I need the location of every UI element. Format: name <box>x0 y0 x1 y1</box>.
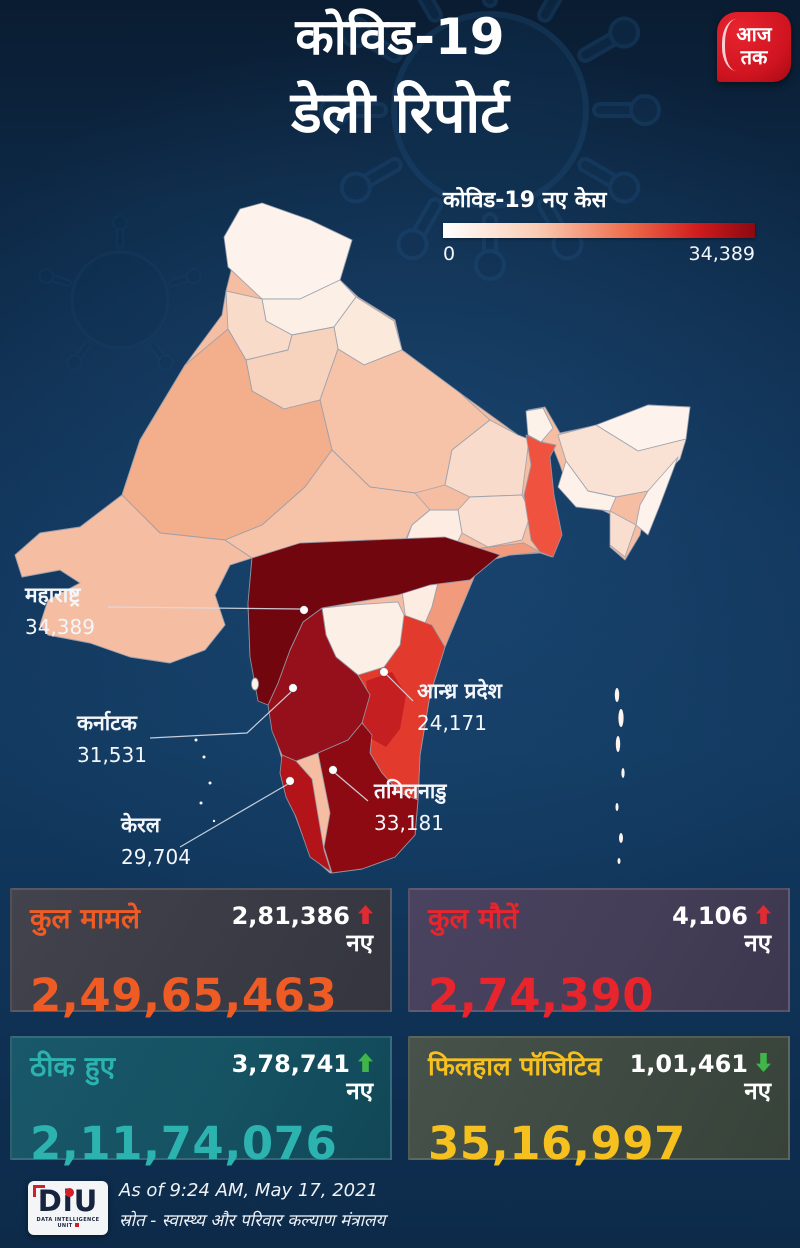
stat-new-value: 1,01,461 <box>629 1050 748 1078</box>
state-tamil-nadu <box>317 722 419 874</box>
source-attribution: स्रोत - स्वास्थ्य और परिवार कल्याण मंत्र… <box>119 1211 386 1231</box>
stat-value: 35,16,997 <box>428 1117 686 1170</box>
map-label-kerala: केरल 29,704 <box>121 812 191 870</box>
stat-new-value: 3,78,741 <box>231 1050 350 1078</box>
stat-card-recovered: ठीक हुए 3,78,741 नए 2,11,74,076 <box>10 1036 392 1170</box>
title-line-2: डेली रिपोर्ट <box>291 80 509 146</box>
state-value: 33,181 <box>374 811 444 835</box>
andaman-islands <box>614 688 625 864</box>
stat-label: ठीक हुए <box>30 1050 116 1083</box>
up-arrow-icon <box>358 905 373 924</box>
diu-logo-dot <box>65 1188 74 1197</box>
state-nagaland-manipur <box>635 456 679 536</box>
stat-card-total-cases: कुल मामले 2,81,386 नए 2,49,65,463 <box>10 888 392 1022</box>
map-label-andhra-pradesh: आन्ध्र प्रदेश 24,171 <box>417 678 502 736</box>
stat-label: कुल मौतें <box>428 902 519 935</box>
state-value: 34,389 <box>25 615 95 639</box>
legend-min-label: 0 <box>443 243 456 265</box>
aajtak-logo-line-1: आज <box>736 22 772 46</box>
state-name: कर्नाटक <box>77 711 137 735</box>
state-sikkim <box>525 407 554 443</box>
stat-value: 2,49,65,463 <box>30 969 338 1022</box>
state-andhra-pradesh-inland <box>360 672 406 747</box>
stat-card-currently-positive: फिलहाल पॉजिटिव 1,01,461 नए 35,16,997 <box>408 1036 790 1170</box>
stat-new-suffix: नए <box>744 1077 771 1105</box>
state-value: 24,171 <box>417 711 487 735</box>
legend-gradient-bar <box>443 223 755 238</box>
map-label-tamil-nadu: तमिलनाडु 33,181 <box>374 778 447 836</box>
state-value: 31,531 <box>77 743 147 767</box>
down-arrow-icon <box>756 1053 771 1072</box>
legend-title: कोविड-19 नए केस <box>443 188 607 213</box>
choropleth-legend: कोविड-19 नए केस 0 34,389 <box>443 188 755 265</box>
stat-label: कुल मामले <box>30 902 140 935</box>
state-maharashtra <box>247 536 501 706</box>
stat-value: 2,74,390 <box>428 969 655 1022</box>
coronavirus-background-icon <box>36 0 661 374</box>
label-leader-lines <box>107 606 414 848</box>
state-name: महाराष्ट्र <box>25 583 81 607</box>
state-value: 29,704 <box>121 845 191 869</box>
title-line-1: कोविड-19 <box>295 8 505 66</box>
as-of-timestamp: As of 9:24 AM, May 17, 2021 <box>119 1180 379 1201</box>
map-label-maharashtra: महाराष्ट्र 34,389 <box>25 582 95 640</box>
state-kerala <box>279 754 332 873</box>
india-choropleth-map <box>14 202 691 874</box>
stat-card-total-deaths: कुल मौतें 4,106 नए 2,74,390 <box>408 888 790 1022</box>
aajtak-logo-line-2: तक <box>740 45 768 69</box>
aajtak-logo: आज तक <box>717 12 791 82</box>
state-gujarat <box>14 494 253 664</box>
page-title: कोविड-19 डेली रिपोर्ट <box>0 0 800 152</box>
stat-new-suffix: नए <box>744 929 771 957</box>
up-arrow-icon <box>358 1053 373 1072</box>
state-west-bengal <box>523 434 563 558</box>
state-name: तमिलनाडु <box>374 779 447 803</box>
stat-label: फिलहाल पॉजिटिव <box>428 1052 602 1082</box>
stat-new-suffix: नए <box>346 1077 373 1105</box>
stat-new-value: 2,81,386 <box>231 902 350 930</box>
state-name: आन्ध्र प्रदेश <box>417 679 502 703</box>
legend-max-label: 34,389 <box>688 243 755 265</box>
diu-logo-subtext: DATA INTELLIGENCE UNIT <box>28 1217 108 1229</box>
stat-new-value: 4,106 <box>672 902 748 930</box>
stat-new-suffix: नए <box>346 929 373 957</box>
lakshadweep-islands <box>194 738 216 823</box>
up-arrow-icon <box>756 905 771 924</box>
state-goa <box>251 677 259 691</box>
state-tripura-mizoram <box>609 510 637 558</box>
label-anchor-dots <box>285 605 389 786</box>
map-label-karnataka: कर्नाटक 31,531 <box>77 710 147 768</box>
stat-value: 2,11,74,076 <box>30 1117 338 1170</box>
state-name: केरल <box>121 813 160 837</box>
diu-logo: DiU DATA INTELLIGENCE UNIT <box>28 1181 108 1235</box>
